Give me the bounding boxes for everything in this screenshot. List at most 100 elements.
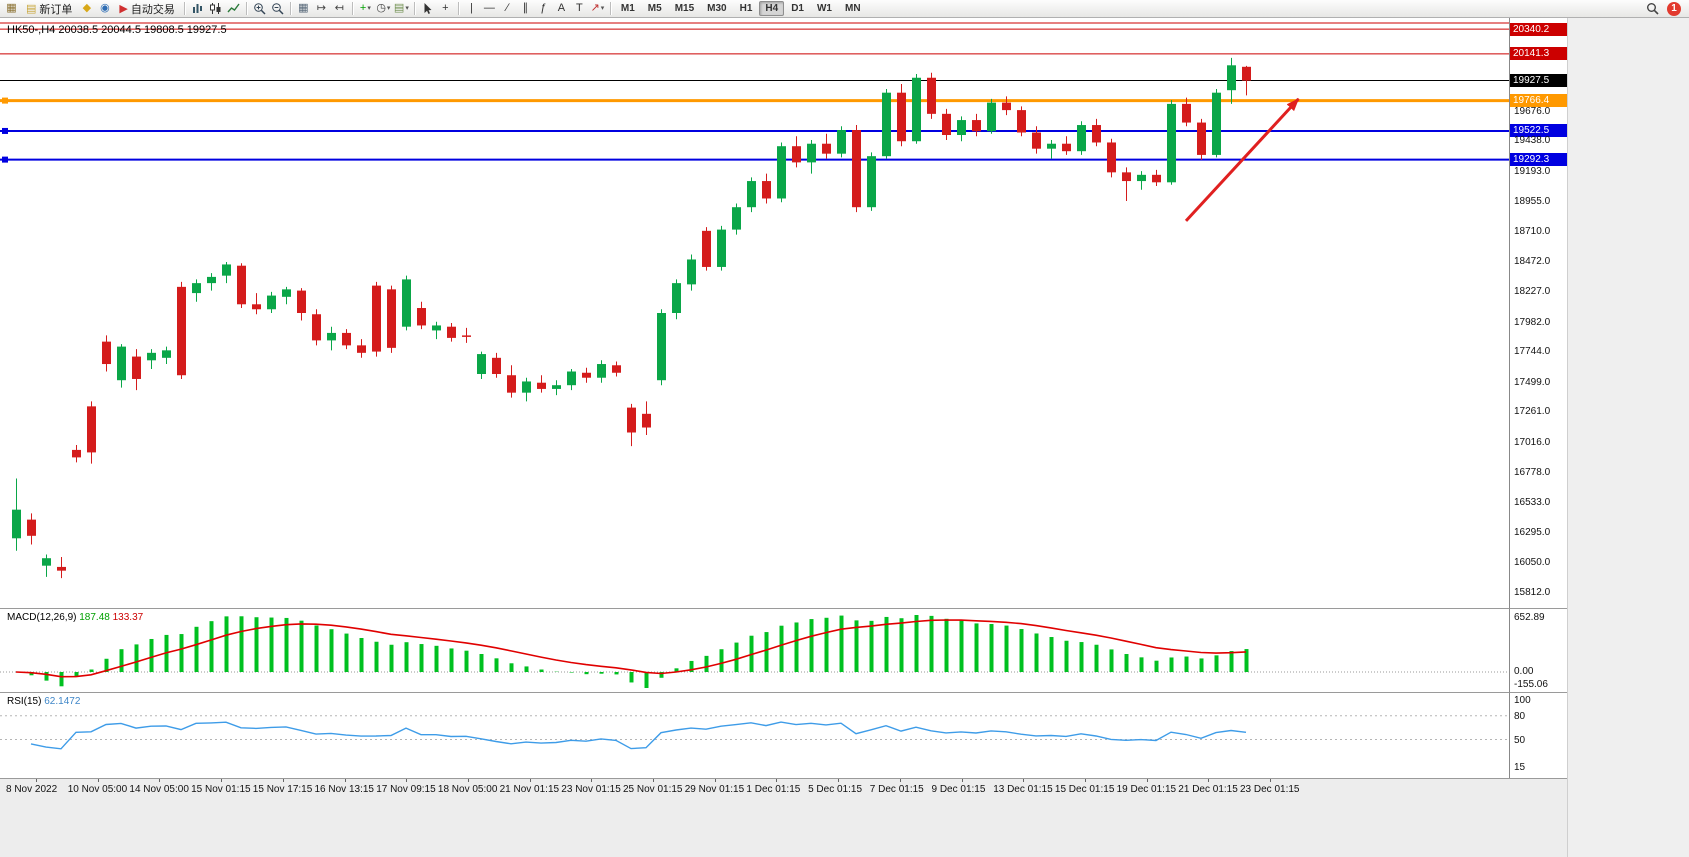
trend-arrow-annotation[interactable] [1184, 97, 1300, 222]
toolbar-separator [289, 2, 291, 15]
notification-badge[interactable]: 1 [1667, 1, 1681, 16]
timeframe-mn[interactable]: MN [844, 3, 861, 14]
new-order-icon: ▤ [26, 3, 37, 15]
trend-line-icon[interactable]: ∕ [499, 1, 516, 16]
timeframe-m15[interactable]: M15 [674, 3, 695, 14]
time-label: 18 Nov 05:00 [437, 784, 498, 795]
vertical-line-icon[interactable]: | [463, 1, 480, 16]
macd-axis: 652.89 0.00 -155.06 [1509, 608, 1567, 692]
dropdown-caret-icon: ▾ [386, 5, 391, 12]
auto-trading-icon: ▶ [119, 3, 128, 15]
hline-price-label: 19292.3 [1510, 153, 1567, 167]
zoom-in-icon[interactable] [251, 1, 268, 16]
rsi-label: RSI(15) 62.1472 [7, 696, 80, 707]
toolbar-separator [351, 2, 353, 15]
arrows-icon[interactable]: ↗ ▾ [589, 1, 606, 16]
macd-signal-value: 133.37 [112, 612, 144, 623]
candle-chart-icon[interactable] [207, 1, 224, 16]
toolbar: ▦ ▤ 新订单 ◆ ◉ ▶ 自动交易 ▦ ↦ ↤ + ▾ ◷ ▾ ▤ ▾ + | — ∕ ∥ ƒ A T ↗ ▾ M1 M5 M15 M3… [0, 0, 1689, 18]
time-label: 7 Dec 01:15 [869, 784, 924, 795]
price-axis[interactable]: 20340.2 20141.3 19927.5 19766.4 19522.5 19292… [1509, 18, 1567, 608]
hlines-layer [0, 22, 1509, 163]
auto-trading-button[interactable]: ▶ 自动交易 [114, 1, 179, 16]
bar-chart-icon[interactable] [189, 1, 206, 16]
toolbar-separator [183, 2, 185, 15]
time-label: 10 Nov 05:00 [67, 784, 128, 795]
price-tick-label: 16295.0 [1514, 526, 1551, 538]
timeframe-m30[interactable]: M30 [707, 3, 727, 14]
time-tick [1084, 779, 1086, 782]
trend-line-glyph: ∕ [506, 2, 509, 14]
rsi-panel[interactable]: RSI(15) 62.1472 [0, 692, 1509, 778]
new-chart-icon[interactable]: ▦ [3, 1, 20, 16]
price-tick-label: 19676.0 [1514, 105, 1551, 117]
time-label: 13 Dec 01:15 [993, 784, 1053, 795]
macd-panel[interactable]: MACD(12,26,9) 187.48 133.37 [0, 608, 1509, 692]
text-icon[interactable]: A [553, 1, 570, 16]
timeframe-h4[interactable]: H4 [759, 1, 785, 16]
new-chart-glyph: ▦ [6, 2, 17, 14]
navigator-icon[interactable]: ◉ [96, 1, 113, 16]
toolbar-separator [609, 2, 611, 15]
time-tick [838, 779, 840, 782]
time-label: 16 Nov 13:15 [314, 784, 375, 795]
cursor-icon[interactable] [419, 1, 436, 16]
toolbar-separator [457, 2, 459, 15]
macd-scale-label: -155.06 [1514, 679, 1548, 690]
line-chart-icon[interactable] [225, 1, 242, 16]
new-order-button[interactable]: ▤ 新订单 [21, 1, 77, 16]
equidistant-channel-icon[interactable]: ∥ [517, 1, 534, 16]
rsi-line [30, 721, 1247, 750]
indicators-icon[interactable]: + ▾ [357, 1, 374, 16]
rsi-scale-label: 100 [1514, 695, 1531, 706]
rsi-value: 62.1472 [44, 696, 81, 707]
rsi-name: RSI(15) [7, 696, 42, 707]
time-label: 21 Dec 01:15 [1178, 784, 1238, 795]
periods-glyph: ◷ [376, 2, 386, 14]
horizontal-line-icon[interactable]: — [481, 1, 498, 16]
candles-layer [12, 57, 1251, 579]
price-tick-label: 15812.0 [1514, 586, 1551, 598]
rsi-scale-label: 80 [1514, 710, 1526, 722]
fibonacci-icon[interactable]: ƒ [535, 1, 552, 16]
crosshair-icon[interactable]: + [437, 1, 454, 16]
metaeditor-icon[interactable]: ◆ [78, 1, 95, 16]
price-tick-label: 18472.0 [1514, 255, 1551, 267]
time-tick [653, 779, 654, 782]
price-tick-label: 16533.0 [1514, 497, 1551, 509]
periods-icon[interactable]: ◷ ▾ [375, 1, 392, 16]
right-filler [1567, 18, 1689, 857]
rsi-axis: 100 80 50 15 [1509, 692, 1567, 778]
chart-shift-glyph: ↤ [334, 2, 344, 14]
main-chart[interactable]: HK50-,H4 20038.5 20044.5 19808.5 19927.5 [0, 18, 1509, 608]
timeframe-d1[interactable]: D1 [791, 3, 804, 14]
timeframe-m5[interactable]: M5 [647, 3, 662, 14]
time-axis[interactable]: 8 Nov 2022 10 Nov 05:00 14 Nov 05:00 15 Nov… [0, 778, 1567, 798]
chart-shift-icon[interactable]: ↤ [331, 1, 348, 16]
time-tick [344, 779, 346, 782]
time-tick [591, 779, 593, 782]
search-icon[interactable] [1644, 1, 1661, 16]
timeframe-h1[interactable]: H1 [739, 3, 753, 14]
rsi-chart [0, 715, 1509, 750]
time-tick [714, 779, 716, 782]
time-label: 1 Dec 01:15 [746, 784, 801, 795]
text-label-icon[interactable]: T [571, 1, 588, 16]
time-tick [221, 779, 223, 782]
dropdown-caret-icon: ▾ [367, 5, 371, 12]
rsi-scale-label: 50 [1514, 734, 1526, 746]
zoom-out-icon[interactable] [269, 1, 286, 16]
price-tick-label: 17261.0 [1514, 406, 1551, 418]
toolbar-separator [245, 2, 247, 15]
templates-glyph: ▤ [393, 2, 405, 14]
timeframe-w1[interactable]: W1 [816, 3, 832, 14]
auto-scroll-icon[interactable]: ↦ [313, 1, 330, 16]
macd-histogram [29, 615, 1249, 688]
time-label: 15 Dec 01:15 [1054, 784, 1115, 795]
text-glyph: A [557, 2, 566, 14]
timeframe-m1[interactable]: M1 [620, 3, 635, 14]
time-tick [467, 779, 469, 782]
templates-icon[interactable]: ▤ ▾ [393, 1, 410, 16]
tile-windows-icon[interactable]: ▦ [295, 1, 312, 16]
new-order-label: 新订单 [39, 3, 73, 16]
